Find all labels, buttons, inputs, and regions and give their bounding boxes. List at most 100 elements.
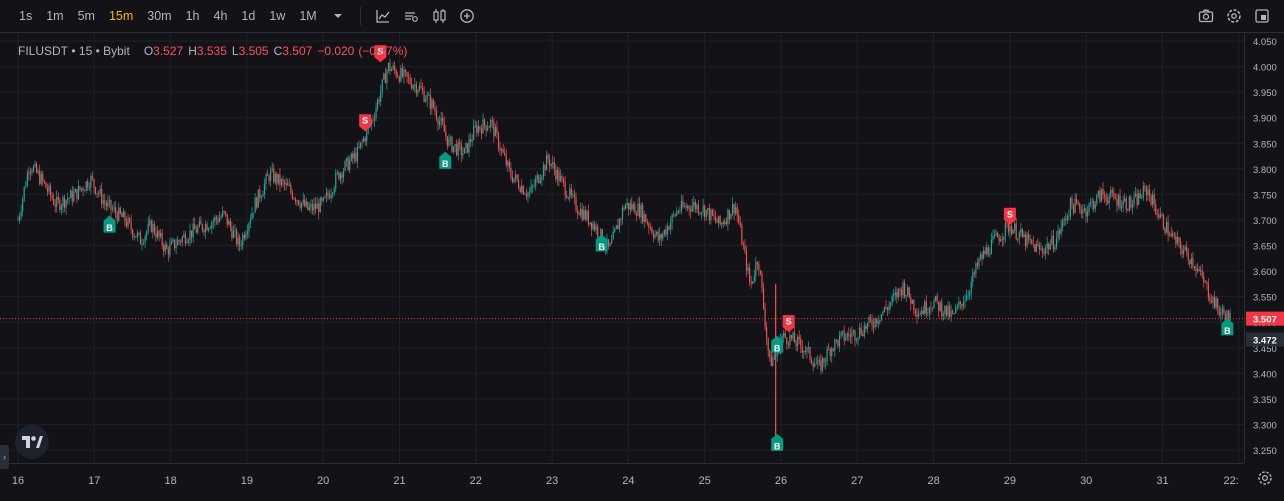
candle-body xyxy=(683,206,686,207)
timeframe-1h[interactable]: 1h xyxy=(185,9,200,23)
candle-body xyxy=(70,190,72,199)
candle-body xyxy=(572,194,574,196)
candle xyxy=(291,189,293,201)
camera-icon[interactable] xyxy=(1192,4,1220,28)
axis-settings-icon[interactable] xyxy=(1256,469,1274,487)
candle xyxy=(947,300,949,321)
marker-label: B xyxy=(774,441,781,451)
last-price-label: 3.507 xyxy=(1253,315,1277,326)
timeframe-1m[interactable]: 1m xyxy=(46,9,64,23)
timeframe-1d[interactable]: 1d xyxy=(241,9,256,23)
candle xyxy=(542,161,545,181)
candle-body xyxy=(744,245,746,252)
candle-body xyxy=(1066,216,1068,221)
candle xyxy=(466,143,469,154)
timeframe-1M[interactable]: 1M xyxy=(299,9,317,23)
symbol-name[interactable]: FILUSDT xyxy=(18,44,69,58)
time-axis[interactable]: 16 17 18 19 20 21 22 23 24 25 26 27 28 29 30 31 22: xyxy=(0,463,1244,495)
candle-body xyxy=(90,175,92,188)
timeframe-1s[interactable]: 1s xyxy=(19,9,33,23)
candle-body xyxy=(880,314,882,321)
candle xyxy=(321,196,323,206)
candle xyxy=(352,150,354,165)
candle xyxy=(383,72,385,81)
timeframe-1w[interactable]: 1w xyxy=(269,9,286,23)
candle-body xyxy=(530,185,532,193)
candle-body xyxy=(254,197,256,213)
candle xyxy=(485,125,487,137)
fullscreen-icon[interactable] xyxy=(1248,4,1276,28)
candle-body xyxy=(42,173,44,181)
candle xyxy=(952,309,954,315)
candle xyxy=(575,192,577,213)
price-scale[interactable]: 4.0504.0003.9503.9003.8503.8003.7503.700… xyxy=(1245,33,1284,464)
timeframe-15m[interactable]: 15m xyxy=(108,9,134,23)
candle-body xyxy=(766,327,768,339)
candle-body xyxy=(533,185,535,187)
scroll-left-icon[interactable]: › xyxy=(0,445,9,469)
candle-body xyxy=(479,126,481,129)
candle xyxy=(446,136,448,150)
timeframe-4h[interactable]: 4h xyxy=(213,9,228,23)
candle xyxy=(533,178,535,189)
candle-body xyxy=(873,325,875,328)
candle-body xyxy=(1142,186,1144,198)
indicators-icon[interactable] xyxy=(369,4,397,28)
candle-body xyxy=(1045,247,1047,254)
candle xyxy=(356,142,359,169)
candle-body xyxy=(435,111,438,120)
candle xyxy=(877,315,879,329)
timeframe-5m[interactable]: 5m xyxy=(77,9,95,23)
candle-body xyxy=(466,143,469,153)
candle xyxy=(401,62,403,79)
candle-body xyxy=(1165,221,1168,233)
candle xyxy=(183,230,185,238)
candle xyxy=(643,210,645,229)
chart-type-icon[interactable] xyxy=(397,4,425,28)
time-scale[interactable]: 16 17 18 19 20 21 22 23 24 25 26 27 28 29 30 31 22: xyxy=(0,464,1244,496)
candle-body xyxy=(270,170,272,181)
candle-body xyxy=(821,358,824,371)
candle xyxy=(473,119,475,141)
candle-body xyxy=(1093,201,1095,209)
candle-body xyxy=(612,231,614,240)
candle-body xyxy=(335,173,337,189)
candle xyxy=(891,293,893,307)
candle xyxy=(363,135,365,143)
candle-body xyxy=(727,210,729,225)
candle-body xyxy=(358,146,360,148)
tradingview-logo[interactable] xyxy=(15,425,49,459)
settings-icon[interactable] xyxy=(1220,4,1248,28)
candle-body xyxy=(494,127,496,137)
candle-body xyxy=(995,233,997,236)
candle xyxy=(578,211,580,216)
candle xyxy=(739,216,741,228)
candles-icon[interactable] xyxy=(425,4,453,28)
candle-body xyxy=(620,218,622,220)
candle xyxy=(499,141,501,156)
timeframe-30m[interactable]: 30m xyxy=(147,9,172,23)
candle-body xyxy=(860,327,862,335)
candle xyxy=(820,353,822,375)
price-axis[interactable]: 4.050 4.000 3.950 3.900 3.850 3.800 3.750 3.700… xyxy=(1244,32,1284,463)
candle-body xyxy=(547,155,549,160)
candle xyxy=(1096,193,1098,207)
candle xyxy=(394,61,396,75)
candle xyxy=(28,166,30,181)
candle-body xyxy=(513,178,515,183)
candle xyxy=(322,197,324,203)
candle xyxy=(164,240,166,255)
candle xyxy=(1148,183,1151,202)
candle-body xyxy=(969,292,971,296)
candle-body xyxy=(446,136,448,146)
candle-body xyxy=(256,197,258,208)
candle-body xyxy=(271,168,273,171)
add-compare-icon[interactable] xyxy=(453,4,481,28)
candle xyxy=(544,163,546,177)
price-tick-label: 3.600 xyxy=(1253,267,1277,278)
candle xyxy=(866,322,868,334)
candle xyxy=(308,202,310,212)
chevron-down-icon[interactable] xyxy=(324,4,352,28)
